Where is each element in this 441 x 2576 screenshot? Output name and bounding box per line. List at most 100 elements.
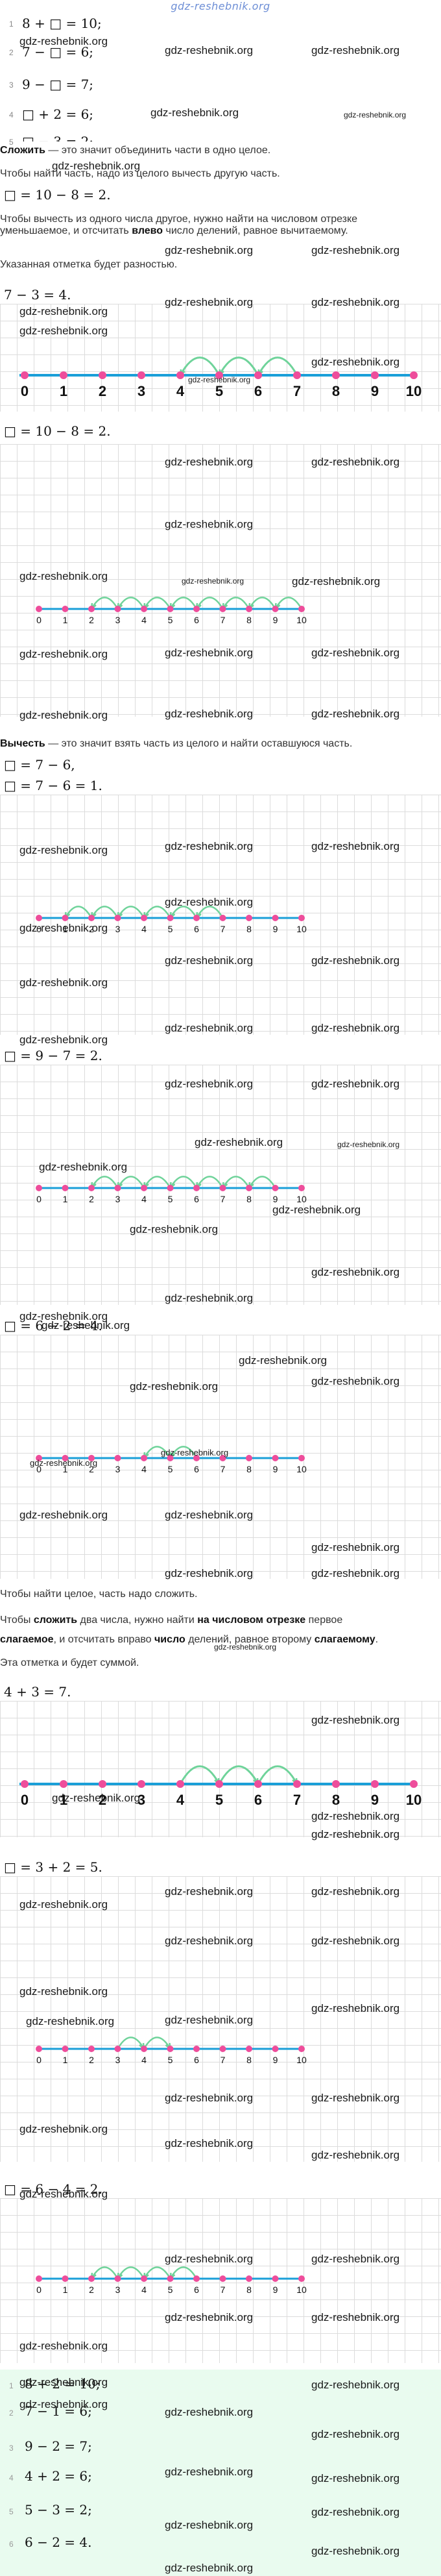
tick-point [114, 1185, 121, 1191]
tick-label: 2 [89, 1464, 94, 1474]
tick-label: 2 [89, 615, 94, 625]
tick-point [141, 1185, 147, 1191]
tick-label: 6 [194, 1464, 199, 1474]
jump-arc [143, 1446, 171, 1459]
tick-label: 6 [254, 1792, 262, 1808]
tick-point [272, 1185, 279, 1191]
tick-label: 9 [371, 1792, 379, 1808]
tick-point [272, 915, 279, 921]
jump-arc [117, 2266, 145, 2279]
tick-point [298, 1455, 305, 1461]
tick-label: 6 [194, 2055, 199, 2065]
tick-point [371, 371, 379, 379]
sub-rule-line-3: Указанная отметка будет разностью. [0, 259, 178, 270]
tick-point [88, 2275, 95, 2282]
tick-label: 2 [89, 2055, 94, 2065]
answer-text: 4 + 2 = 6; [25, 2468, 92, 2484]
tick-label: 2 [99, 1792, 106, 1808]
tick-point [36, 1455, 42, 1461]
task-expression: 8 + □ = 10; [22, 16, 102, 31]
tick-point [219, 606, 226, 612]
tick-point [193, 1455, 200, 1461]
site-logo[interactable]: gdz-reshebnik.org [171, 0, 270, 12]
tick-label: 7 [220, 2055, 226, 2065]
jump-arc [143, 597, 171, 610]
tick-label: 3 [115, 2285, 121, 2295]
tick-label: 1 [63, 2285, 68, 2295]
tick-point [21, 371, 29, 379]
grid-area [0, 444, 441, 717]
tick-label: 5 [168, 924, 173, 934]
answer-number: 5 [9, 2507, 14, 2516]
tick-label: 0 [36, 1194, 42, 1204]
jump-arc [90, 906, 119, 919]
tick-label: 8 [332, 383, 340, 399]
tick-label: 8 [246, 1194, 252, 1204]
jump-arc [117, 597, 145, 610]
tick-point [246, 1455, 252, 1461]
answer-text: 5 − 3 = 2; [25, 2502, 92, 2518]
add-rule-line-2: слагаемое, и отсчитать вправо число деле… [0, 1634, 379, 1645]
tick-label: 9 [273, 924, 278, 934]
tick-label: 1 [60, 383, 67, 399]
tick-point [62, 606, 69, 612]
tick-point [298, 1185, 305, 1191]
tick-point [167, 2275, 174, 2282]
tick-point [219, 1455, 226, 1461]
task-number: 5 [9, 138, 14, 147]
tick-point [167, 1185, 174, 1191]
jump-arc [169, 906, 198, 919]
tick-label: 7 [220, 2285, 226, 2295]
tick-label: 10 [406, 383, 422, 399]
tick-point [62, 2046, 69, 2052]
sub-definition: Вычесть — это значит взять часть из цело… [0, 738, 353, 749]
tick-label: 2 [99, 383, 106, 399]
tick-label: 1 [63, 615, 68, 625]
jump-arc [257, 356, 298, 376]
tick-label: 0 [36, 2285, 42, 2295]
tick-point [272, 2046, 279, 2052]
tick-label: 1 [60, 1792, 67, 1808]
tick-point [141, 2275, 147, 2282]
jump-arc [117, 906, 145, 919]
tick-point [60, 1780, 67, 1788]
jump-arc [169, 1446, 198, 1459]
jump-arc [222, 597, 250, 610]
tick-point [332, 1780, 340, 1788]
jump-arc [90, 2266, 119, 2279]
tick-label: 4 [176, 383, 185, 399]
tick-label: 0 [36, 1464, 42, 1474]
tick-label: 8 [246, 2055, 252, 2065]
jump-arc [195, 597, 224, 610]
tick-point [21, 1780, 29, 1788]
tick-label: 4 [141, 1194, 147, 1204]
jump-arc [179, 356, 220, 376]
tick-label: 5 [168, 1464, 173, 1474]
equation-7-6: □ = 7 − 6, [4, 757, 75, 773]
tick-label: 6 [194, 1194, 199, 1204]
tick-label: 10 [296, 1194, 307, 1204]
equation-6-2: □ = 6 − 2 = 4. [4, 1318, 102, 1333]
answer-number: 6 [9, 2540, 14, 2549]
tick-label: 0 [21, 1792, 29, 1808]
tick-label: 4 [141, 2055, 147, 2065]
example-10-8: □ = 10 − 8 = 2. [4, 423, 111, 439]
tick-label: 5 [168, 1194, 173, 1204]
tick-point [114, 915, 121, 921]
tick-point [215, 371, 223, 379]
tick-point [254, 1780, 262, 1788]
tick-point [137, 1780, 145, 1788]
tick-label: 9 [273, 2285, 278, 2295]
tick-label: 0 [36, 2055, 42, 2065]
tick-label: 8 [332, 1792, 340, 1808]
tick-label: 3 [115, 924, 121, 934]
tick-point [88, 606, 95, 612]
tick-point [254, 371, 262, 379]
jump-arc [248, 1176, 276, 1189]
tick-point [141, 606, 147, 612]
tick-label: 3 [137, 383, 145, 399]
tick-point [298, 2275, 305, 2282]
tick-point [176, 371, 184, 379]
